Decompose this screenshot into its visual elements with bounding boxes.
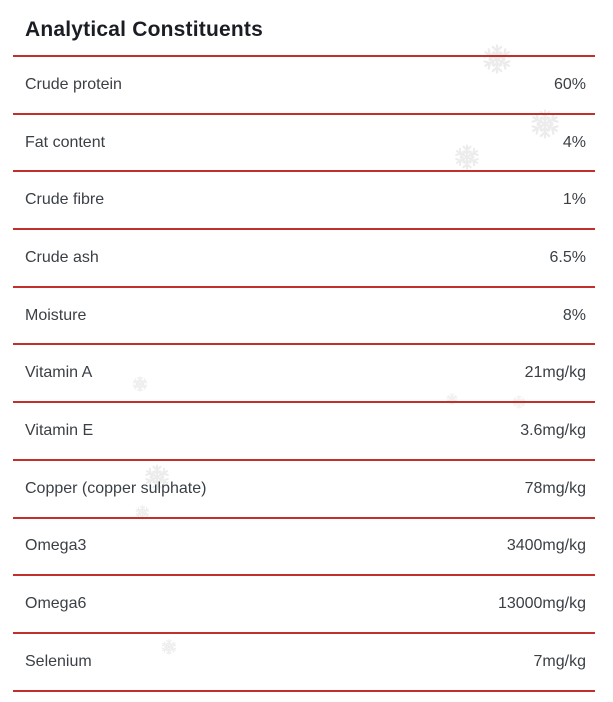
constituent-label: Crude protein: [25, 75, 122, 93]
table-row: Vitamin A 21mg/kg: [13, 345, 595, 404]
section-title: Analytical Constituents: [13, 0, 595, 57]
constituent-value: 3400mg/kg: [506, 537, 586, 555]
constituent-value: 8%: [562, 306, 586, 324]
constituent-value: 60%: [553, 75, 586, 93]
table-row: Omega3 3400mg/kg: [13, 519, 595, 577]
table-row: Selenium 7mg/kg: [13, 634, 595, 692]
constituent-label: Selenium: [25, 652, 92, 670]
constituent-label: Copper (copper sulphate): [25, 479, 207, 497]
constituent-label: Omega3: [25, 537, 87, 555]
constituent-label: Moisture: [25, 306, 87, 324]
constituent-value: 78mg/kg: [524, 479, 586, 497]
constituent-label: Vitamin A: [25, 364, 93, 382]
table-row: Fat content 4%: [13, 115, 595, 173]
table-row: Moisture 8%: [13, 288, 595, 346]
table-row: Copper (copper sulphate) 78mg/kg: [13, 461, 595, 519]
constituent-label: Crude ash: [25, 248, 99, 266]
constituents-table: Crude protein 60% Fat content 4% Crude f…: [13, 57, 595, 692]
table-row: Crude fibre 1%: [13, 172, 595, 231]
constituent-value: 4%: [562, 133, 586, 151]
constituent-label: Vitamin E: [25, 421, 94, 439]
constituent-label: Fat content: [25, 133, 106, 151]
table-row: Crude ash 6.5%: [13, 230, 595, 288]
constituent-value: 7mg/kg: [533, 652, 586, 670]
constituent-value: 6.5%: [549, 248, 586, 266]
constituents-content: Analytical Constituents Crude protein 60…: [13, 0, 595, 692]
table-row: Crude protein 60%: [13, 57, 595, 115]
constituent-label: Omega6: [25, 595, 87, 613]
table-row: Vitamin E 3.6mg/kg: [13, 403, 595, 461]
table-row: Omega6 13000mg/kg: [13, 576, 595, 634]
constituent-value: 1%: [562, 191, 586, 209]
constituent-value: 21mg/kg: [524, 364, 586, 382]
constituent-label: Crude fibre: [25, 191, 105, 209]
constituent-value: 13000mg/kg: [497, 595, 586, 613]
constituent-value: 3.6mg/kg: [520, 421, 586, 439]
